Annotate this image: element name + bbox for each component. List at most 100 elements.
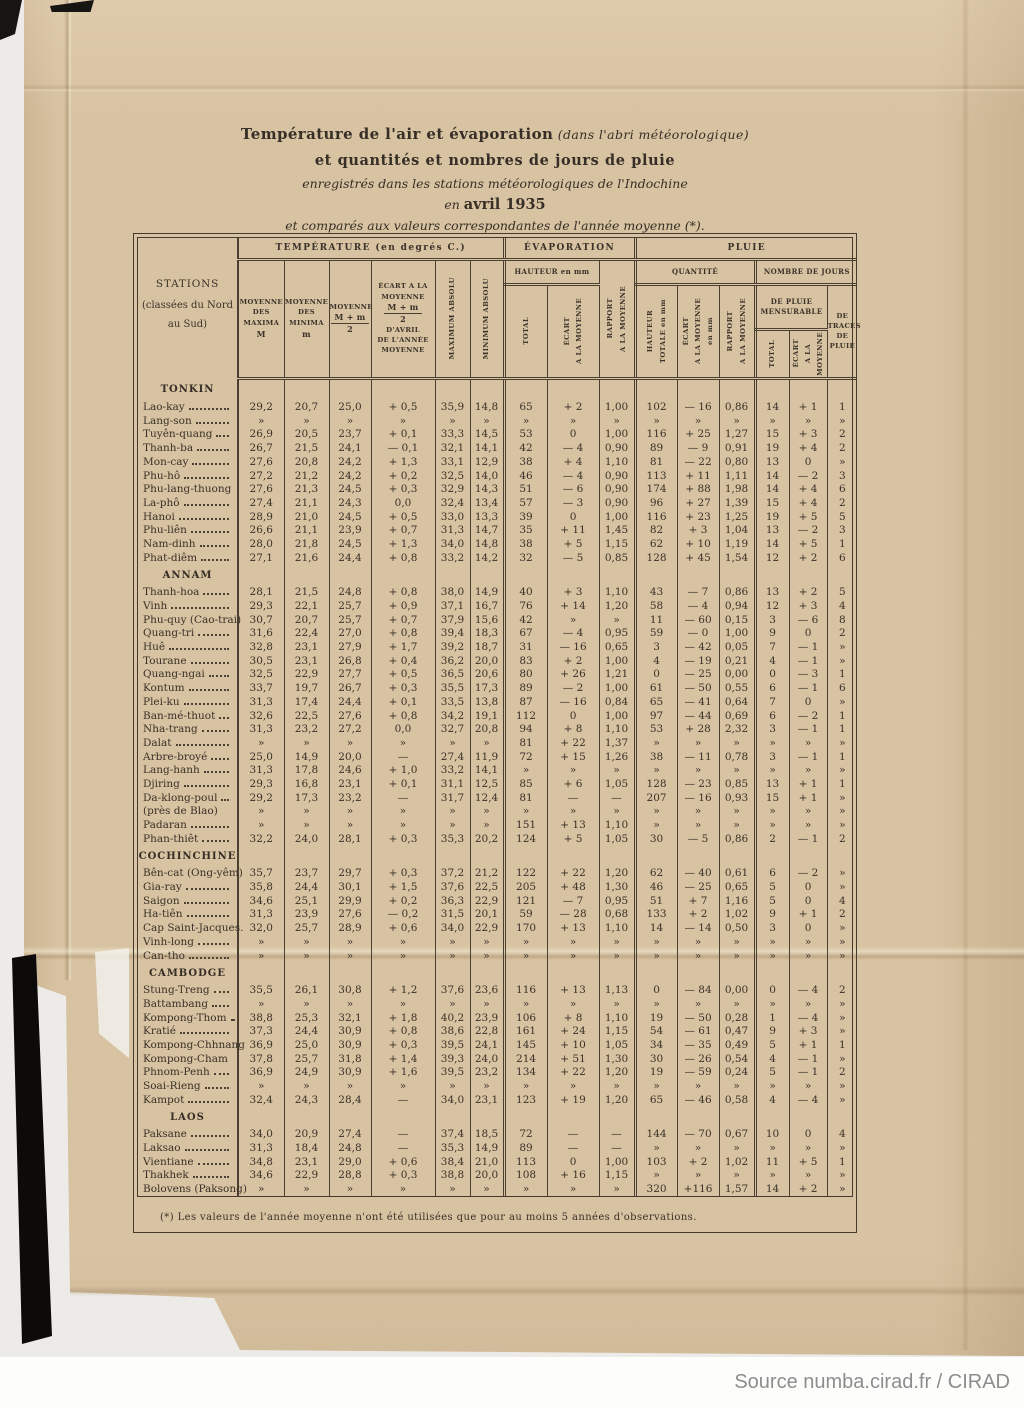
data-cell: 28,4 [328,1093,371,1107]
data-cell: 46 [633,880,678,895]
data-cell: 22,9 [469,894,505,908]
data-cell: 1,19 [718,537,756,552]
dot-leader [208,675,229,678]
data-cell: 14 [753,482,790,497]
data-cell: » [370,997,435,1011]
data-cell: » [328,948,371,963]
data-cell: 26,1 [283,983,329,998]
data-cell: 81 [502,791,548,805]
data-cell: + 1,2 [370,983,435,998]
data-cell: 42 [502,441,548,456]
data-cell: 1,27 [718,427,756,442]
data-cell: + 0,8 [370,551,435,565]
dot-leader [178,517,229,520]
data-cell: 4 [753,654,790,668]
data-cell: » [469,736,505,750]
data-cell: — [546,1127,600,1142]
col-header-pluie-hauteur: HAUTEUR TOTALE en mm [633,284,678,380]
data-cell: 28,1 [237,585,284,600]
station-name: Paksane [143,1128,187,1141]
data-cell: » [434,1079,470,1094]
data-cell: 24,4 [283,880,329,895]
data-cell: » [788,763,828,778]
data-cell: + 51 [546,1052,600,1066]
data-cell: 7 [753,640,790,655]
data-cell: 35,9 [434,400,470,415]
data-cell: + 3 [546,585,600,600]
data-cell: 15 [753,791,790,805]
station-name: Djiring [143,777,180,790]
table-row: Soai-Rieng»»»»»»»»»»»»»»» [138,1079,858,1094]
data-cell: 1 [826,667,858,682]
data-cell: 1 [826,722,858,737]
data-cell: 20,8 [469,722,505,737]
data-cell: 3 [753,722,790,737]
data-cell: 5 [826,585,858,600]
dot-leader [185,888,229,891]
data-cell: + 4 [788,496,828,510]
region-section-row: ANNAM [138,564,858,586]
table-row: Dalat»»»»»» 81 + 22 1,37»»»»»» [138,736,858,750]
data-cell: 34,8 [237,1155,284,1169]
data-cell: + 27 [676,496,720,510]
station-name: Kompong-Thom [143,1011,227,1024]
data-cell: » [469,1079,505,1094]
data-cell: 30,1 [328,880,371,895]
data-cell: + 2 [788,1182,828,1197]
data-cell: 1,02 [718,1155,756,1169]
data-cell: 24,5 [328,537,371,552]
data-cell: » [469,997,505,1011]
data-cell: 14,5 [469,427,505,442]
data-cell: 6 [753,681,790,696]
data-cell: + 2 [788,551,828,565]
region-section-row: TONKIN [138,378,858,401]
station-name: Lao-kay [143,401,185,414]
data-cell: 29,3 [237,599,284,614]
data-cell: — 2 [788,708,828,723]
data-cell: — 16 [676,400,720,415]
data-cell: » [633,997,678,1011]
data-cell: » [718,804,756,819]
data-cell: + 23 [676,510,720,524]
data-cell: 35 [502,523,548,538]
data-cell: + 1 [788,907,828,922]
data-cell: 31,3 [237,763,284,778]
data-cell: » [826,654,858,668]
data-cell: 38 [502,537,548,552]
data-cell: » [328,1079,371,1094]
data-cell: 16,8 [283,777,329,792]
data-cell: 30,9 [328,1024,371,1039]
data-cell: — [370,791,435,805]
data-cell: 22,8 [469,1024,505,1039]
data-cell: » [598,948,636,963]
data-cell: — 22 [676,455,720,469]
data-cell: 21,6 [283,551,329,565]
data-cell: — 5 [676,832,720,846]
data-cell: 20,0 [328,750,371,764]
data-cell: 0,90 [598,482,636,497]
station-name: Thanh-ba [143,442,194,455]
data-cell: » [826,414,858,428]
data-cell: 0,85 [718,777,756,792]
data-cell: 0,49 [718,1038,756,1053]
data-cell: » [283,414,329,428]
table-row: Kompong-Cham 37,8 25,7 31,8 + 1,4 39,3 24,0 214… [138,1052,858,1066]
data-cell: 0,80 [718,455,756,469]
data-cell: 46 [502,468,548,483]
data-cell: 0,0 [370,496,435,510]
data-cell: — 2 [546,681,600,696]
data-cell: + 0,3 [370,1168,435,1183]
dot-leader [202,839,229,842]
table-row: Gia-ray 35,8 24,4 30,1 + 1,5 37,6 22,5 205 + 48 1… [138,880,858,895]
data-cell: » [283,1079,329,1094]
data-cell: » [826,1011,858,1025]
data-cell: 13 [753,585,790,600]
station-name: Vientiane [143,1155,194,1168]
data-cell: — 16 [676,791,720,805]
data-cell: » [237,1182,284,1197]
dot-leader [184,476,229,479]
data-cell: » [826,1182,858,1197]
data-cell: 0,00 [718,983,756,998]
data-cell: 11 [633,613,678,627]
